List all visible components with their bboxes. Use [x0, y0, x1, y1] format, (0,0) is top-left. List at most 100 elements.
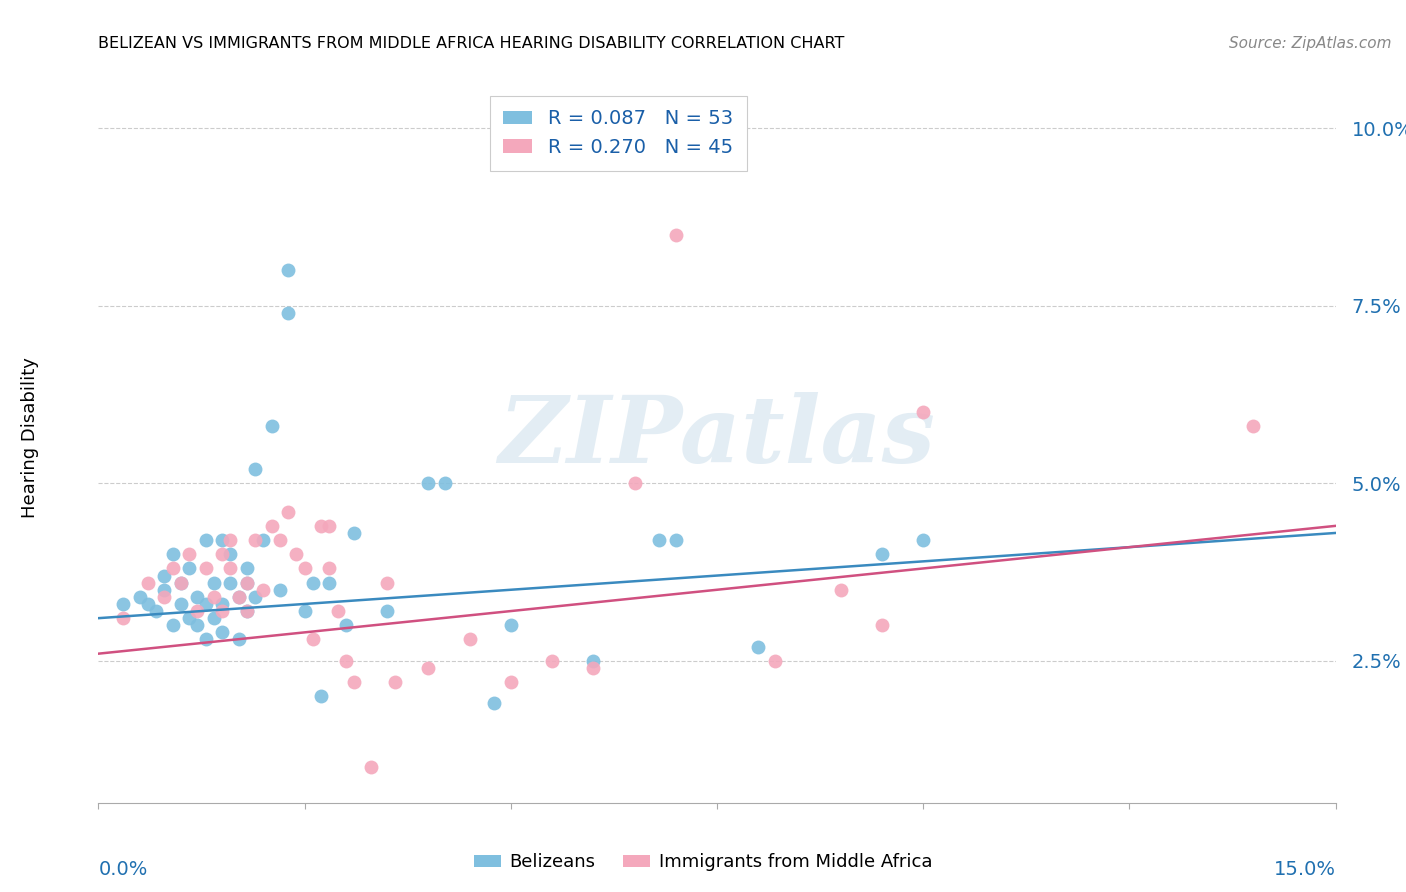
- Point: [665, 227, 688, 242]
- Text: 0.0%: 0.0%: [98, 860, 148, 879]
- Point: [277, 505, 299, 519]
- Point: [219, 561, 242, 575]
- Point: [179, 547, 201, 561]
- Point: [335, 654, 357, 668]
- Point: [665, 533, 688, 547]
- Point: [179, 611, 201, 625]
- Point: [228, 632, 250, 647]
- Point: [318, 519, 340, 533]
- Point: [219, 547, 242, 561]
- Legend: R = 0.087   N = 53, R = 0.270   N = 45: R = 0.087 N = 53, R = 0.270 N = 45: [489, 95, 747, 170]
- Text: Source: ZipAtlas.com: Source: ZipAtlas.com: [1229, 36, 1392, 51]
- Point: [112, 597, 135, 611]
- Text: ZIPatlas: ZIPatlas: [499, 392, 935, 482]
- Point: [335, 618, 357, 632]
- Point: [211, 597, 233, 611]
- Point: [294, 561, 316, 575]
- Point: [302, 575, 325, 590]
- Point: [194, 632, 217, 647]
- Point: [912, 405, 935, 419]
- Point: [170, 575, 193, 590]
- Point: [179, 561, 201, 575]
- Point: [458, 632, 481, 647]
- Point: [236, 604, 259, 618]
- Point: [433, 476, 456, 491]
- Point: [318, 575, 340, 590]
- Point: [170, 575, 193, 590]
- Legend: Belizeans, Immigrants from Middle Africa: Belizeans, Immigrants from Middle Africa: [467, 847, 939, 879]
- Point: [763, 654, 786, 668]
- Point: [243, 462, 266, 476]
- Point: [309, 690, 332, 704]
- Point: [228, 590, 250, 604]
- Point: [252, 533, 274, 547]
- Point: [128, 590, 150, 604]
- Point: [228, 590, 250, 604]
- Text: Hearing Disability: Hearing Disability: [21, 357, 39, 517]
- Point: [499, 618, 522, 632]
- Point: [252, 582, 274, 597]
- Point: [194, 561, 217, 575]
- Point: [277, 306, 299, 320]
- Point: [145, 604, 167, 618]
- Point: [582, 661, 605, 675]
- Point: [318, 561, 340, 575]
- Point: [541, 654, 564, 668]
- Point: [219, 533, 242, 547]
- Point: [186, 590, 208, 604]
- Point: [870, 618, 893, 632]
- Text: BELIZEAN VS IMMIGRANTS FROM MIDDLE AFRICA HEARING DISABILITY CORRELATION CHART: BELIZEAN VS IMMIGRANTS FROM MIDDLE AFRIC…: [98, 36, 845, 51]
- Point: [277, 263, 299, 277]
- Point: [343, 525, 366, 540]
- Point: [269, 582, 291, 597]
- Point: [418, 661, 440, 675]
- Point: [243, 533, 266, 547]
- Point: [211, 625, 233, 640]
- Point: [194, 597, 217, 611]
- Point: [870, 547, 893, 561]
- Point: [375, 575, 398, 590]
- Point: [162, 618, 184, 632]
- Point: [648, 533, 671, 547]
- Point: [499, 675, 522, 690]
- Point: [326, 604, 349, 618]
- Text: 15.0%: 15.0%: [1274, 860, 1336, 879]
- Point: [202, 590, 225, 604]
- Point: [1241, 419, 1264, 434]
- Point: [162, 561, 184, 575]
- Point: [219, 575, 242, 590]
- Point: [153, 568, 176, 582]
- Point: [136, 575, 159, 590]
- Point: [418, 476, 440, 491]
- Point: [582, 654, 605, 668]
- Point: [302, 632, 325, 647]
- Point: [112, 611, 135, 625]
- Point: [236, 604, 259, 618]
- Point: [186, 618, 208, 632]
- Point: [269, 533, 291, 547]
- Point: [153, 582, 176, 597]
- Point: [211, 547, 233, 561]
- Point: [343, 675, 366, 690]
- Point: [243, 590, 266, 604]
- Point: [912, 533, 935, 547]
- Point: [375, 604, 398, 618]
- Point: [236, 561, 259, 575]
- Point: [360, 760, 382, 774]
- Point: [236, 575, 259, 590]
- Point: [623, 476, 645, 491]
- Point: [153, 590, 176, 604]
- Point: [162, 547, 184, 561]
- Point: [260, 519, 283, 533]
- Point: [830, 582, 852, 597]
- Point: [747, 640, 769, 654]
- Point: [194, 533, 217, 547]
- Point: [236, 575, 259, 590]
- Point: [202, 611, 225, 625]
- Point: [309, 519, 332, 533]
- Point: [384, 675, 406, 690]
- Point: [260, 419, 283, 434]
- Point: [186, 604, 208, 618]
- Point: [211, 533, 233, 547]
- Point: [484, 697, 506, 711]
